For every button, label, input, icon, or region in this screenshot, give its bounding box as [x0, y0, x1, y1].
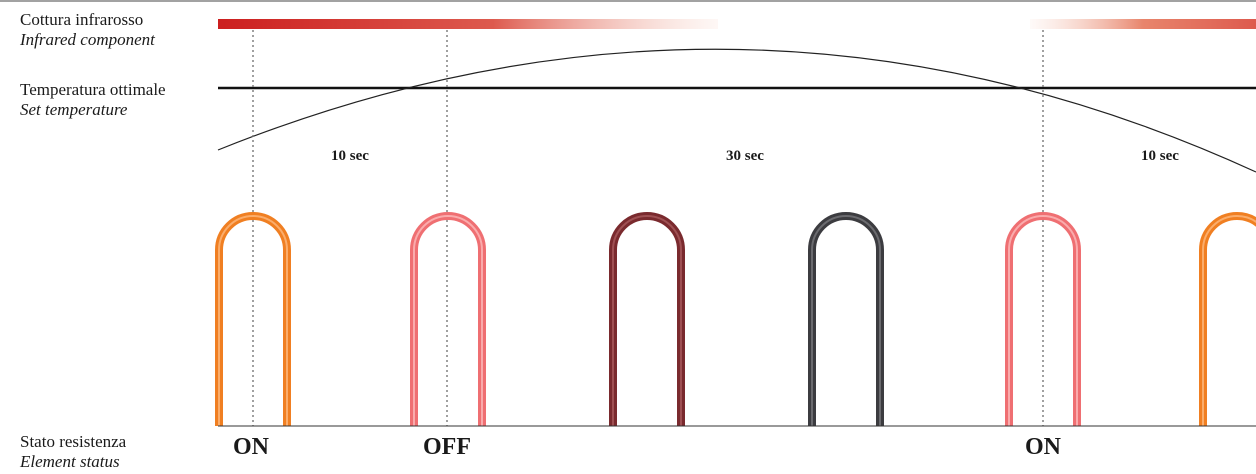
- infrared-label-en: Infrared component: [20, 30, 155, 49]
- heating-element-1: [215, 212, 291, 426]
- element-status-label-it: Stato resistenza: [20, 432, 127, 451]
- heating-element-4: [808, 212, 884, 426]
- duration-on-phase-2: 10 sec: [1141, 148, 1179, 164]
- status-off: OFF: [423, 434, 471, 460]
- status-on: ON: [233, 434, 269, 460]
- heating-element-5: [1005, 212, 1081, 426]
- set-temperature-label: Temperatura ottimale Set temperature: [20, 80, 166, 120]
- element-status-label: Stato resistenza Element status: [20, 432, 126, 472]
- duration-off-phase: 30 sec: [726, 148, 764, 164]
- status-on-again: ON: [1025, 434, 1061, 460]
- set-temperature-label-en: Set temperature: [20, 100, 128, 119]
- element-status-label-en: Element status: [20, 452, 120, 471]
- infrared-label-it: Cottura infrarosso: [20, 10, 144, 29]
- infrared-bar-on-again: [1030, 19, 1256, 29]
- infrared-label: Cottura infrarosso Infrared component: [20, 10, 155, 50]
- duration-on-phase: 10 sec: [331, 148, 369, 164]
- temperature-curve: [217, 48, 1256, 173]
- infrared-bar-on: [218, 19, 718, 29]
- heating-element-3: [609, 212, 685, 426]
- heating-element-6: [1199, 212, 1256, 426]
- heating-element-2: [410, 212, 486, 426]
- set-temperature-label-it: Temperatura ottimale: [20, 80, 166, 99]
